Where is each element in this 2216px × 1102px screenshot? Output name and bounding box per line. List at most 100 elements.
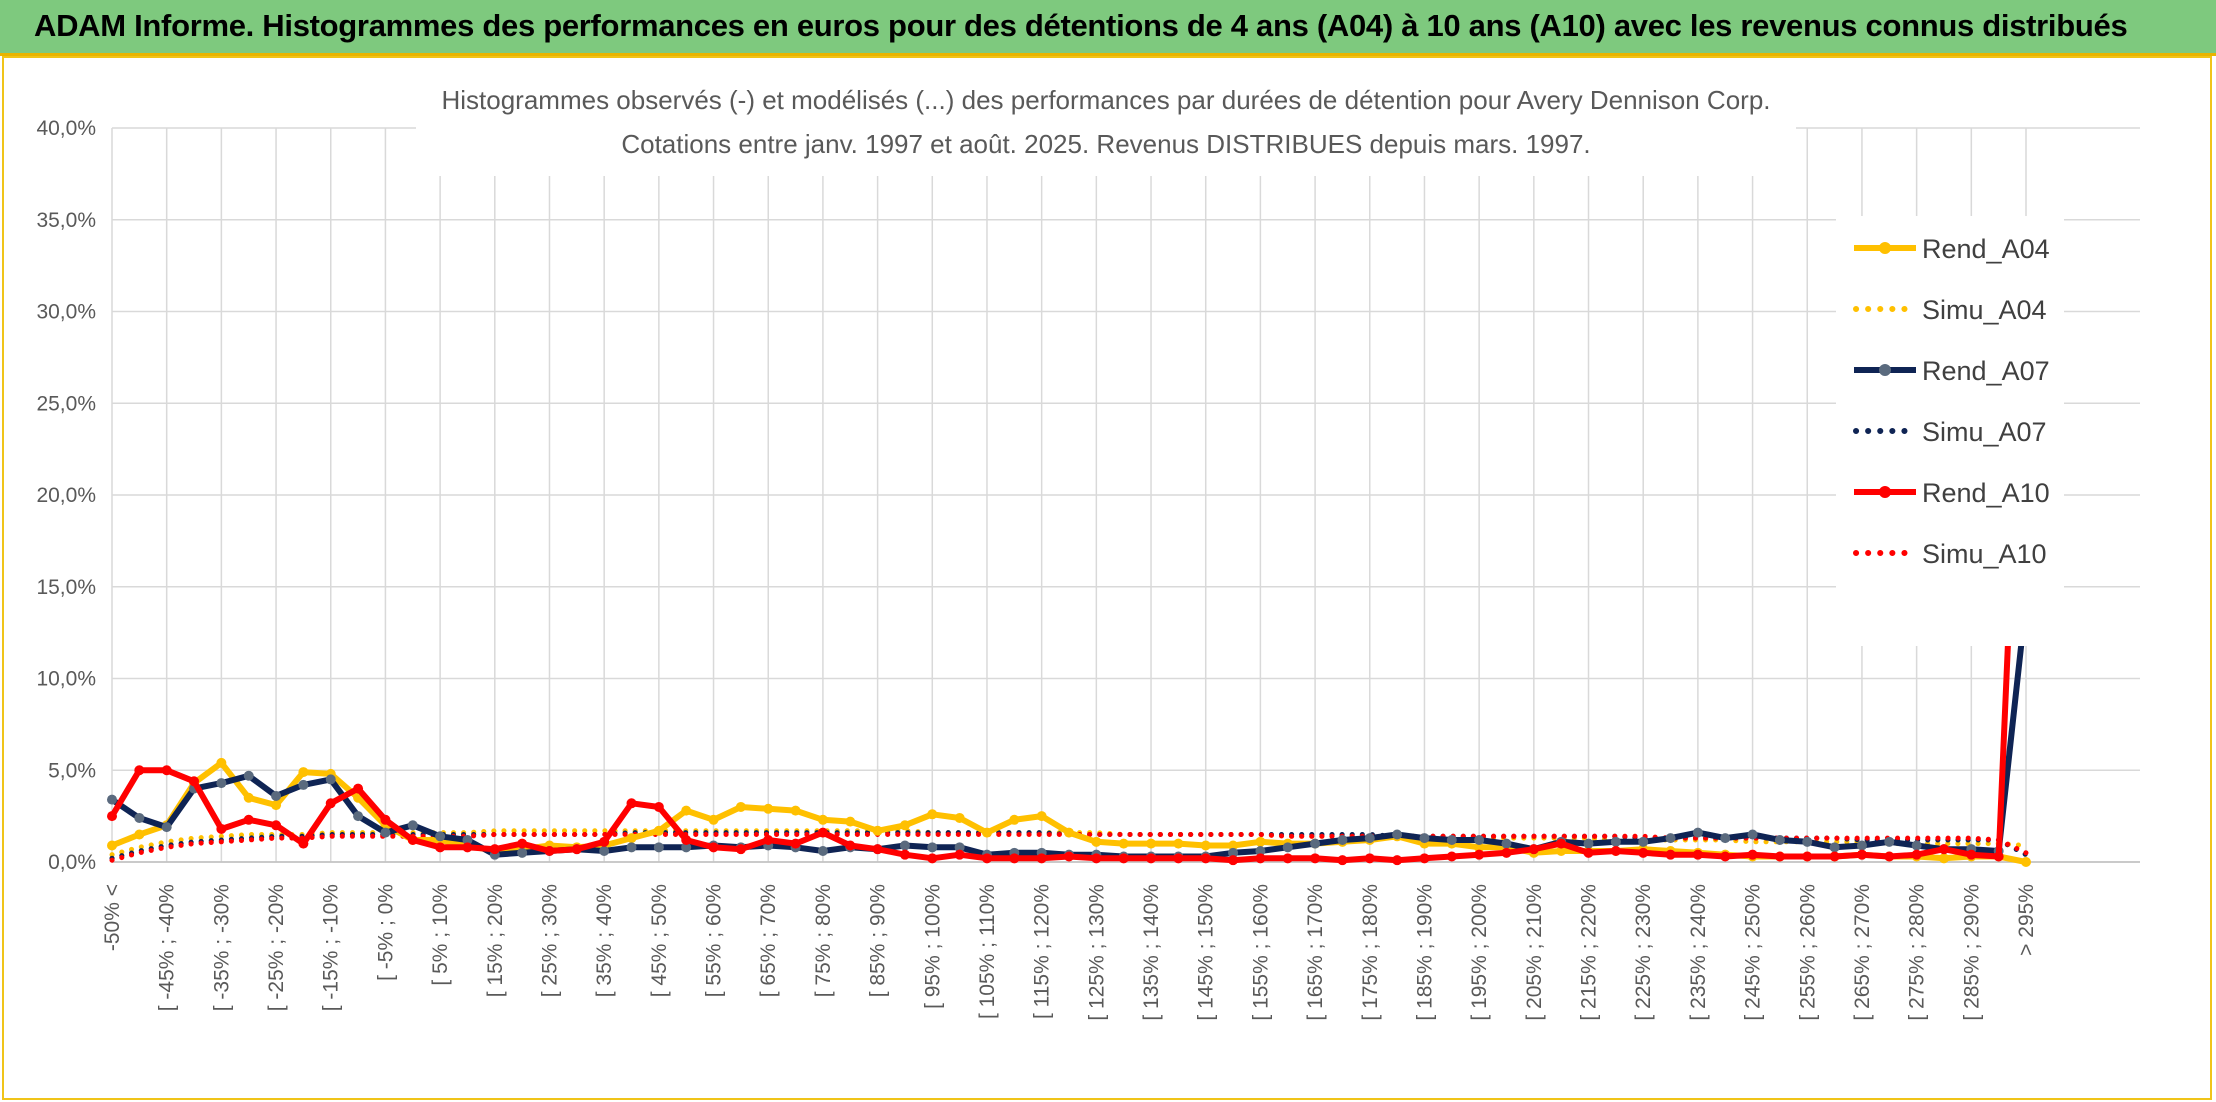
data-point (1009, 814, 1020, 825)
data-point (1856, 840, 1867, 851)
data-point (489, 844, 500, 855)
data-point (1720, 851, 1731, 862)
data-point (1337, 855, 1348, 866)
data-point (517, 838, 528, 849)
data-point (1938, 853, 1949, 864)
x-tick-label: [ 155% ; 160% (1249, 884, 1272, 1021)
data-point (1774, 851, 1785, 862)
data-point (817, 814, 828, 825)
y-tick-label: 10,0% (36, 668, 96, 691)
series-rend-a07 (107, 596, 2031, 862)
data-point (1610, 836, 1621, 847)
x-tick-label: [ 165% ; 170% (1304, 884, 1327, 1021)
chart-title-line-1: Histogrammes observés (-) et modélisés (… (441, 85, 1770, 115)
data-point (899, 849, 910, 860)
data-point (1501, 838, 1512, 849)
x-tick-label: [ 195% ; 200% (1468, 884, 1491, 1021)
y-tick-label: 35,0% (36, 209, 96, 232)
data-point (681, 842, 692, 853)
x-tick-label: [ -25% ; -20% (265, 884, 288, 1011)
data-point (189, 776, 200, 787)
x-tick-label: [ 285% ; 290% (1960, 884, 1983, 1021)
data-point (1228, 855, 1239, 866)
data-point (1556, 845, 1567, 856)
x-tick-label: [ 45% ; 50% (648, 884, 671, 997)
data-point (1747, 849, 1758, 860)
data-point (1009, 853, 1020, 864)
legend-label: Rend_A07 (1922, 356, 2050, 386)
x-tick-label: [ 235% ; 240% (1687, 884, 1710, 1021)
data-point (298, 838, 309, 849)
y-tick-label: 0,0% (48, 851, 96, 874)
data-point (872, 844, 883, 855)
data-point (927, 842, 938, 853)
data-point (1118, 853, 1129, 864)
x-tick-label: [ 145% ; 150% (1195, 884, 1218, 1021)
data-point (1692, 849, 1703, 860)
data-point (708, 842, 719, 853)
data-point (735, 801, 746, 812)
data-point (872, 825, 883, 836)
data-point (462, 834, 473, 845)
data-point (817, 827, 828, 838)
x-tick-label: [ 185% ; 190% (1413, 884, 1436, 1021)
legend-label: Rend_A04 (1922, 234, 2050, 264)
data-point (927, 853, 938, 864)
data-point (1091, 853, 1102, 864)
data-point (1282, 842, 1293, 853)
data-point (899, 840, 910, 851)
data-point (380, 814, 391, 825)
data-point (599, 845, 610, 856)
data-point (1146, 838, 1157, 849)
y-tick-label: 30,0% (36, 301, 96, 324)
data-point (1802, 836, 1813, 847)
data-point (216, 823, 227, 834)
data-point (544, 845, 555, 856)
data-point (1419, 853, 1430, 864)
data-point (626, 833, 637, 844)
y-axis: 0,0% 5,0% 10,0% 15,0% 20,0% 25,0% 30,0% 35,0% 40… (36, 117, 96, 874)
data-point (1255, 853, 1266, 864)
data-point (1392, 829, 1403, 840)
y-tick-label: 25,0% (36, 392, 96, 415)
data-point (899, 820, 910, 831)
data-point (353, 783, 364, 794)
data-point (243, 792, 254, 803)
data-point (1173, 838, 1184, 849)
legend-label: Simu_A04 (1922, 295, 2047, 325)
data-point (353, 811, 364, 822)
data-point (1583, 847, 1594, 858)
x-tick-label: [ -15% ; -10% (320, 884, 343, 1011)
data-point (1884, 836, 1895, 847)
data-point (1228, 840, 1239, 851)
data-point (271, 820, 282, 831)
x-tick-label: [ 55% ; 60% (703, 884, 726, 997)
data-point (462, 842, 473, 853)
data-point (1364, 853, 1375, 864)
data-point (161, 765, 172, 776)
x-tick-label: -50% < (101, 884, 124, 951)
data-point (981, 827, 992, 838)
data-point (927, 809, 938, 820)
data-point (1392, 855, 1403, 866)
legend-marker (1879, 364, 1891, 376)
data-point (2021, 857, 2031, 867)
data-point (298, 767, 309, 778)
data-point (1993, 851, 2004, 862)
data-point (845, 816, 856, 827)
x-tick-label: [ 75% ; 80% (812, 884, 835, 997)
data-point (1255, 836, 1266, 847)
series-rend-a10 (107, 223, 2031, 866)
data-point (1446, 834, 1457, 845)
legend-entry-simu-a04: Simu_A04 (1853, 295, 2047, 325)
histogram-chart: 0,0% 5,0% 10,0% 15,0% 20,0% 25,0% 30,0% 35,0% 40… (36, 72, 2140, 1021)
data-point (1911, 840, 1922, 851)
legend-entry-simu-a07: Simu_A07 (1853, 417, 2047, 447)
data-point (954, 849, 965, 860)
data-point (216, 757, 227, 768)
data-point (325, 798, 336, 809)
data-point (1747, 829, 1758, 840)
data-point (735, 844, 746, 855)
data-point (271, 790, 282, 801)
data-point (1310, 838, 1321, 849)
